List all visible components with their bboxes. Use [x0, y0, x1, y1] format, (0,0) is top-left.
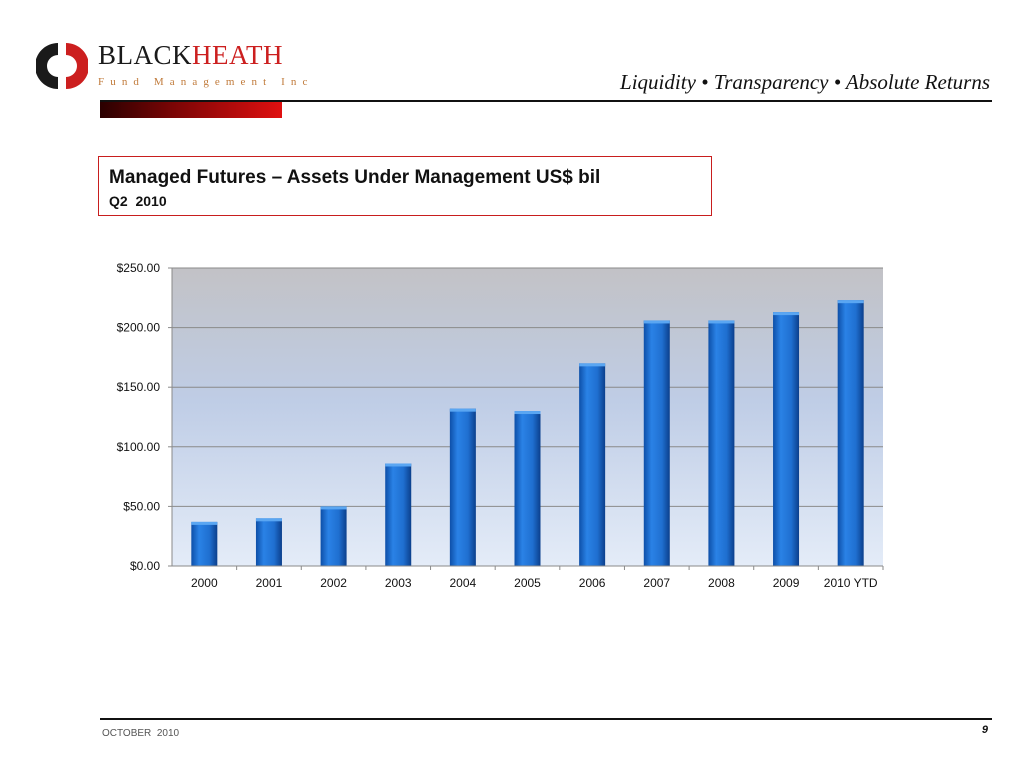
x-tick-label: 2005: [514, 576, 541, 590]
bar-2007: [643, 320, 670, 566]
x-tick-label: 2002: [320, 576, 347, 590]
bar: [643, 320, 670, 566]
bar: [773, 312, 800, 566]
bar: [514, 411, 541, 566]
footer-rule: [100, 718, 992, 720]
x-tick-label: 2000: [191, 576, 218, 590]
y-tick-label: $150.00: [117, 380, 161, 394]
x-axis-ticks: 2000 2001 2002 2003 2004 2005 2006 2007 2008 2009…: [191, 566, 884, 590]
x-tick-label: 2009: [773, 576, 800, 590]
y-tick-label: $0.00: [130, 559, 160, 573]
x-tick-label: 2004: [450, 576, 477, 590]
bar-top-highlight: [643, 320, 670, 324]
slide-title-box: Managed Futures – Assets Under Managemen…: [98, 156, 712, 216]
x-tick-label: 2010 YTD: [824, 576, 878, 590]
bar-2003: [385, 463, 412, 566]
bar-top-highlight: [385, 463, 412, 467]
bar: [449, 408, 476, 566]
bar-2002: [320, 506, 347, 566]
bar-2000: [191, 521, 218, 566]
bar-2010-ytd: [837, 300, 864, 566]
bar: [579, 363, 606, 566]
bar: [837, 300, 864, 566]
bar-2004: [449, 408, 476, 566]
y-tick-label: $100.00: [117, 440, 161, 454]
brand-name-red: HEATH: [192, 40, 284, 70]
y-tick-label: $50.00: [123, 499, 160, 513]
bar-top-highlight: [579, 363, 606, 367]
bars: [191, 300, 864, 566]
x-tick-label: 2001: [256, 576, 283, 590]
x-tick-label: 2008: [708, 576, 735, 590]
brand-tagline: Fund Management Inc: [98, 76, 314, 88]
bar: [708, 320, 735, 566]
y-tick-label: $200.00: [117, 321, 161, 335]
bar-top-highlight: [708, 320, 735, 324]
x-tick-label: 2006: [579, 576, 606, 590]
slide-title: Managed Futures – Assets Under Managemen…: [109, 167, 601, 188]
bar: [385, 463, 412, 566]
aum-bar-chart: $0.00$50.00$100.00$150.00$200.00$250.00 …: [117, 261, 884, 590]
logo-mark-icon: [36, 43, 88, 89]
page-number: 9: [981, 724, 988, 736]
bar-top-highlight: [191, 521, 218, 525]
bar-2008: [708, 320, 735, 566]
bar-top-highlight: [837, 300, 864, 304]
brand-name: BLACKHEATH: [98, 42, 283, 69]
bar-top-highlight: [514, 411, 541, 415]
bar-2009: [773, 312, 800, 566]
brand-name-black: BLACK: [98, 40, 193, 70]
bar: [191, 521, 218, 566]
y-axis-ticks: $0.00 $50.00 $100.00 $150.00 $200.00 $250.00: [117, 261, 172, 573]
bar: [320, 506, 347, 566]
x-tick-label: 2007: [643, 576, 670, 590]
header-tagline: Liquidity • Transparency • Absolute Retu…: [620, 70, 990, 94]
y-tick-label: $250.00: [117, 261, 161, 275]
bar-top-highlight: [255, 518, 282, 522]
header-rule: [100, 100, 992, 102]
bar-top-highlight: [320, 506, 347, 510]
x-tick-label: 2003: [385, 576, 412, 590]
slide-subtitle: Q2 2010: [109, 193, 167, 209]
bar: [255, 518, 282, 566]
company-logo: BLACKHEATH Fund Management Inc: [36, 40, 307, 96]
bar-2006: [579, 363, 606, 566]
bar-2001: [255, 518, 282, 566]
bar-top-highlight: [449, 408, 476, 412]
bar-top-highlight: [773, 312, 800, 316]
footer-date: OCTOBER 2010: [102, 728, 180, 739]
header-accent-bar: [100, 102, 282, 118]
bar-2005: [514, 411, 541, 566]
